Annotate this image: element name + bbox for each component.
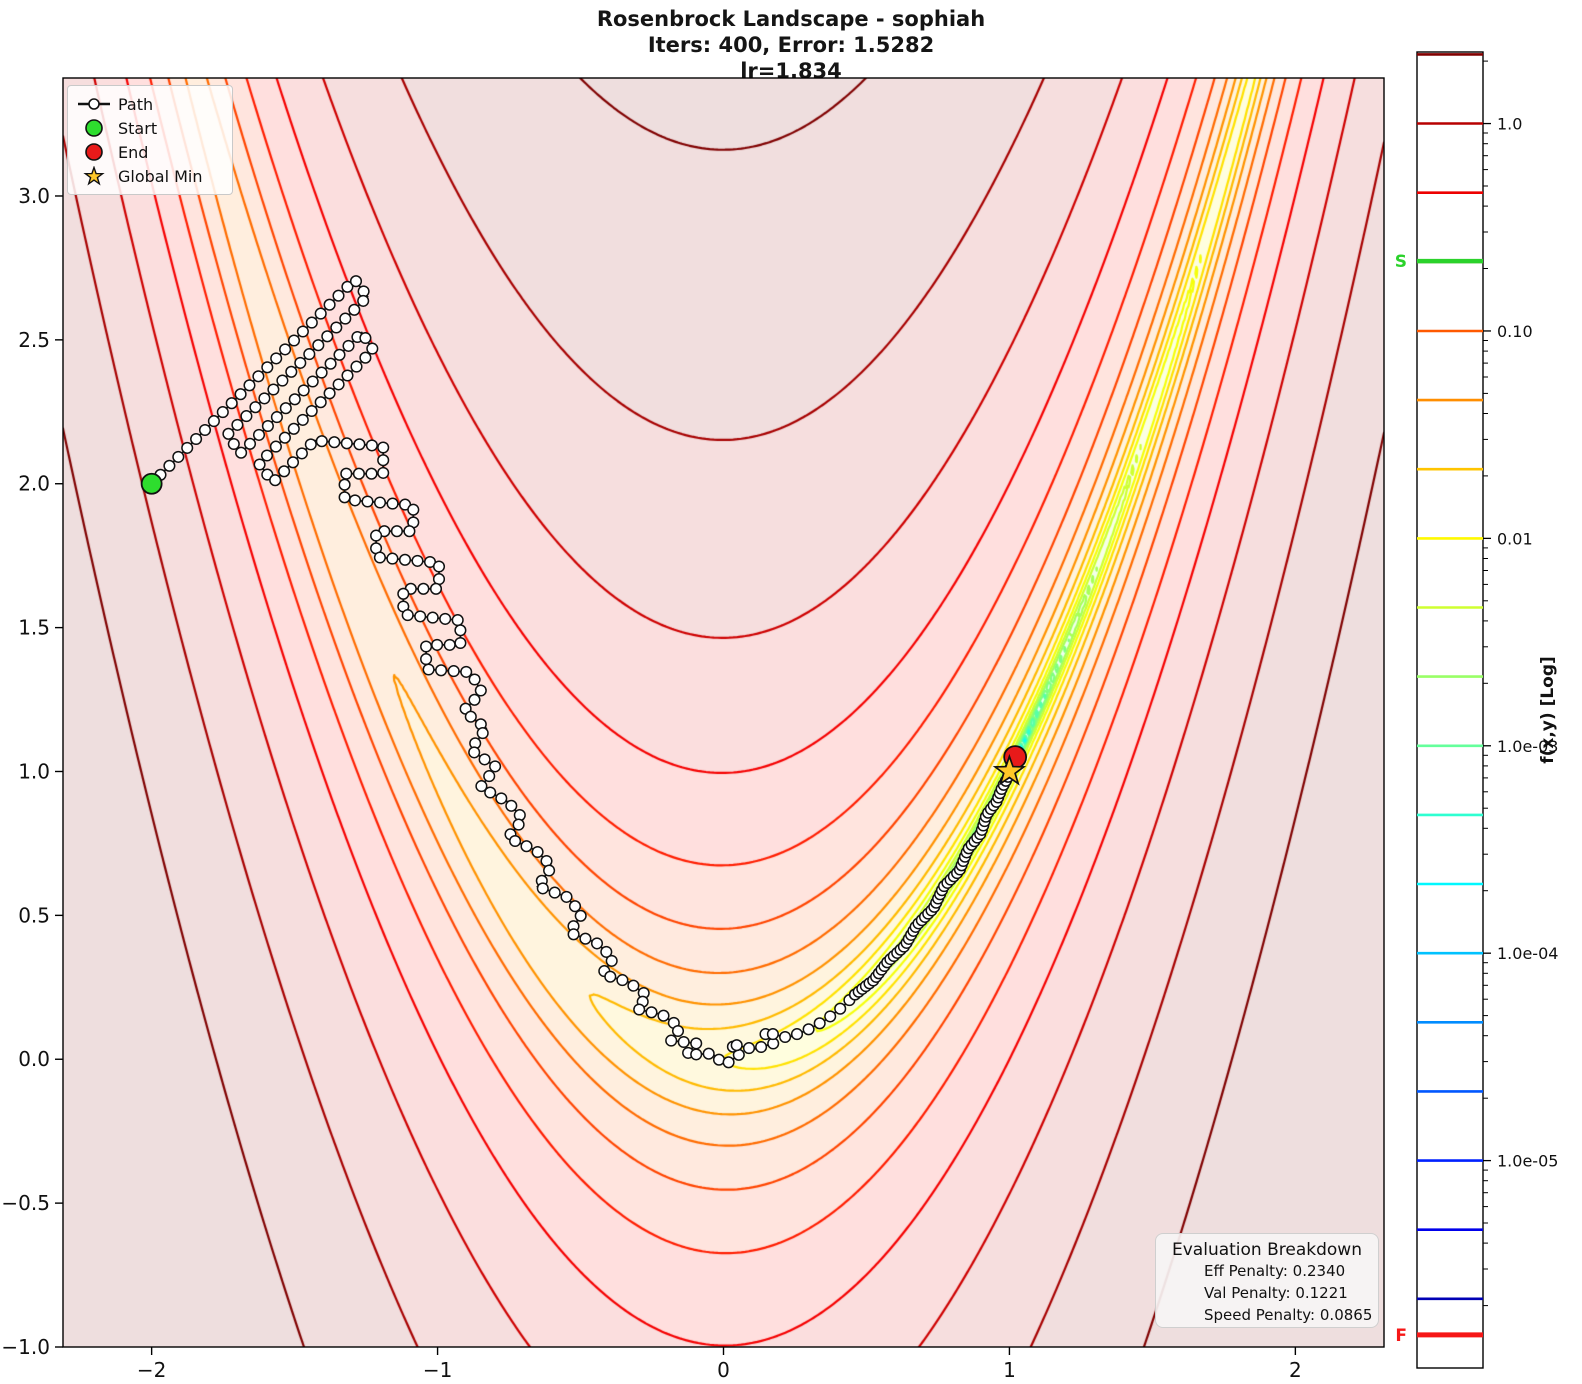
legend-star-icon — [83, 166, 105, 186]
figure-title: Rosenbrock Landscape - sophiah Iters: 40… — [0, 6, 1582, 84]
legend-circle-icon — [85, 143, 103, 161]
colorbar-tick-label: 1.0e-05 — [1497, 1152, 1558, 1171]
title-line-2: Iters: 400, Error: 1.5282 — [647, 33, 935, 57]
y-tick-label: 3.0 — [18, 184, 50, 208]
y-tick-label: 2.0 — [18, 472, 50, 496]
colorbar-tick-label: 1.0e-03 — [1497, 737, 1558, 756]
evaluation-breakdown-title: Evaluation Breakdown — [1172, 1240, 1362, 1260]
colorbar-final-label: F — [1395, 1326, 1407, 1346]
legend-item-global-min: Global Min — [76, 164, 224, 188]
legend-label: Path — [118, 94, 154, 114]
val-penalty-value: Val Penalty: 0.1221 — [1204, 1284, 1348, 1302]
x-tick-label: 2 — [1289, 1358, 1302, 1382]
evaluation-breakdown-box: Evaluation Breakdown Eff Penalty: 0.2340… — [1155, 1233, 1379, 1328]
colorbar-tick-label: 1.0e-04 — [1497, 944, 1558, 963]
colorbar-tick-label: 1.0 — [1497, 115, 1522, 134]
legend: Path Start End Global Min — [67, 85, 233, 195]
x-tick-label: 1 — [1003, 1358, 1016, 1382]
legend-label: Start — [118, 118, 158, 138]
y-tick-label: 2.5 — [18, 328, 50, 352]
eff-penalty-value: Eff Penalty: 0.2340 — [1204, 1262, 1346, 1280]
legend-item-start: Start — [76, 116, 224, 140]
x-axis: −2 −1 0 1 2 — [137, 1347, 1302, 1382]
legend-label: Global Min — [118, 166, 203, 186]
colorbar-tick-label: 0.01 — [1497, 529, 1533, 548]
y-axis: −1.0 −0.5 0.0 0.5 1.0 1.5 2.0 2.5 3.0 — [1, 184, 63, 1359]
colorbar: 1.0 0.10 0.01 1.0e-03 1.0e-04 1.0e-05 S Ff(x,y)… — [1395, 51, 1558, 1369]
colorbar-start-label: S — [1395, 252, 1407, 272]
y-tick-label: 0.0 — [18, 1047, 50, 1071]
colorbar-tick-label: 0.10 — [1497, 322, 1533, 341]
y-tick-label: 1.0 — [18, 759, 50, 783]
legend-label: End — [118, 142, 149, 162]
legend-item-path: Path — [76, 92, 224, 116]
speed-penalty-value: Speed Penalty: 0.0865 — [1204, 1306, 1373, 1324]
x-tick-label: 0 — [717, 1358, 730, 1382]
title-line-1: Rosenbrock Landscape - sophiah — [596, 7, 986, 31]
legend-item-end: End — [76, 140, 224, 164]
y-tick-label: −0.5 — [1, 1191, 50, 1215]
y-tick-label: −1.0 — [1, 1335, 50, 1359]
y-tick-label: 0.5 — [18, 903, 50, 927]
legend-circle-icon — [85, 119, 103, 137]
legend-marker — [85, 143, 103, 161]
colorbar-frame — [1416, 51, 1484, 1369]
x-tick-label: −2 — [137, 1358, 166, 1382]
legend-marker — [85, 119, 103, 137]
x-tick-label: −1 — [423, 1358, 452, 1382]
legend-marker — [83, 166, 105, 186]
y-tick-label: 1.5 — [18, 616, 50, 640]
colorbar-axis-label: f(x,y) [Log] — [1538, 656, 1558, 764]
legend-marker — [78, 98, 110, 110]
contour-plot-canvas — [63, 78, 1384, 1347]
